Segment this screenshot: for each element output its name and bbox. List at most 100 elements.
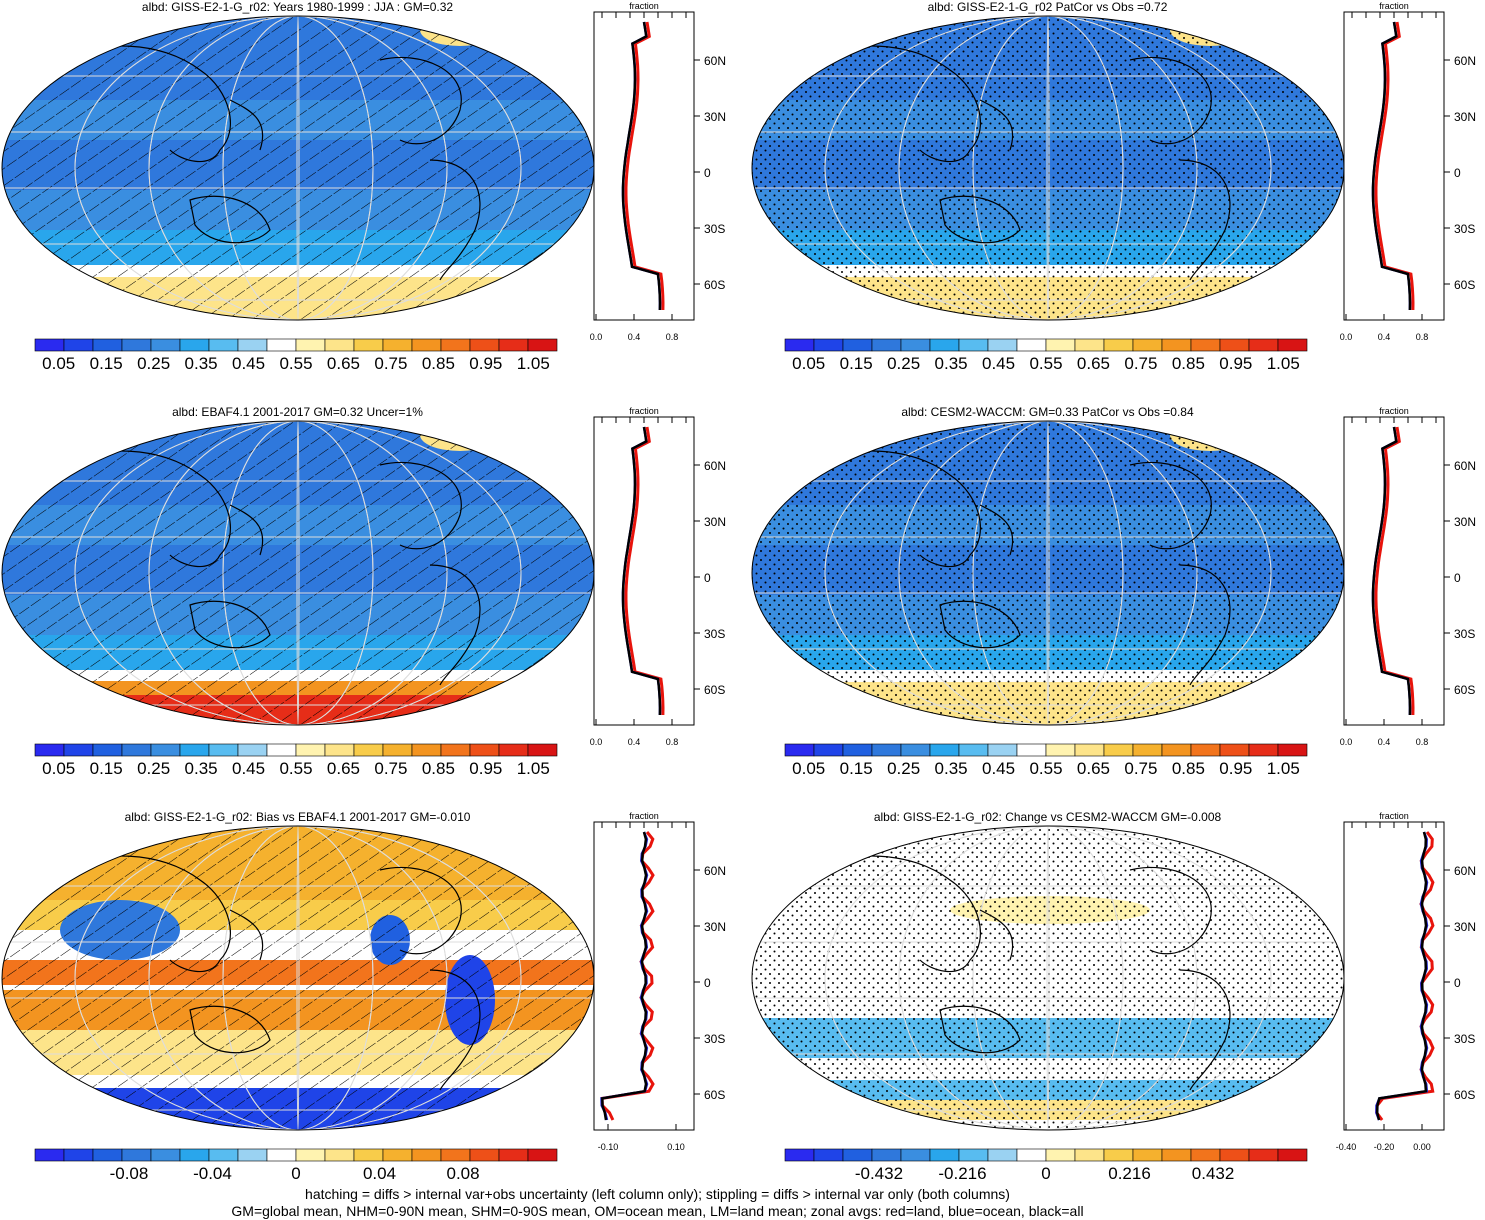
- footer-line-2: GM=global mean, NHM=0-90N mean, SHM=0-90…: [231, 1203, 1084, 1219]
- zonal-tick-label: 0.8: [666, 332, 679, 342]
- colorbar: -0.08 -0.04 0 0.04 0.08: [34, 1148, 558, 1183]
- colorbar-tick-label: 0.45: [982, 354, 1015, 373]
- footer-line-1: hatching = diffs > internal var+obs unce…: [305, 1186, 1010, 1202]
- zonal-tick-label: 0.0: [590, 737, 603, 747]
- map-field: [2, 16, 594, 320]
- latitude-tick-label: 30N: [1454, 110, 1476, 124]
- colorbar-tick-label: 0.08: [446, 1164, 479, 1183]
- colorbar-tick-label: 0.85: [1172, 354, 1205, 373]
- latitude-tick-label: 0: [704, 166, 711, 180]
- colorbar-tick-label: 0.25: [887, 759, 920, 778]
- panel-title: albd: EBAF4.1 2001-2017 GM=0.32 Uncer=1%: [172, 405, 423, 419]
- colorbar: 0.05 0.15 0.25 0.35 0.45 0.55 0.65 0.75 0.85 0.95…: [784, 743, 1308, 778]
- colorbar-tick-label: 0.55: [1029, 354, 1062, 373]
- zonal-tick-label: 0.4: [628, 737, 641, 747]
- panel-2: albd: GISS-E2-1-G_r02 PatCor vs Obs =0.7…: [750, 0, 1485, 385]
- map-field: [752, 826, 1344, 1130]
- panel-1: albd: GISS-E2-1-G_r02: Years 1980-1999 :…: [0, 0, 740, 385]
- colorbar-tick-label: 0.45: [232, 354, 265, 373]
- colorbar-tick-label: -0.04: [193, 1164, 232, 1183]
- latitude-tick-label: 60N: [704, 54, 726, 68]
- colorbar-tick-label: 0.95: [469, 759, 502, 778]
- colorbar-tick-label: 0.35: [935, 759, 968, 778]
- latitude-tick-label: 0: [1454, 976, 1461, 990]
- panel-graphics: 0.05 0.15 0.25 0.35 0.45 0.55 0.65 0.75 0.85 0.95…: [1, 406, 726, 778]
- colorbar-tick-label: 0.85: [1172, 759, 1205, 778]
- latitude-tick-label: 0: [704, 571, 711, 585]
- colorbar: 0.05 0.15 0.25 0.35 0.45 0.55 0.65 0.75 0.85 0.95…: [34, 743, 558, 778]
- panel-title: albd: GISS-E2-1-G_r02: Bias vs EBAF4.1 2…: [124, 810, 471, 824]
- zonal-axis-label: fraction: [1379, 406, 1409, 416]
- zonal-tick-label: 0.4: [1378, 737, 1391, 747]
- latitude-tick-label: 30N: [704, 110, 726, 124]
- latitude-tick-label: 60N: [704, 864, 726, 878]
- colorbar-tick-label: -0.432: [855, 1164, 903, 1183]
- colorbar-tick-label: 0.35: [185, 759, 218, 778]
- map-field: [752, 16, 1344, 320]
- panel-4: albd: CESM2-WACCM: GM=0.33 PatCor vs Obs…: [750, 405, 1485, 790]
- colorbar-tick-label: 0.35: [185, 354, 218, 373]
- colorbar-tick-label: 0.35: [935, 354, 968, 373]
- colorbar-tick-label: 0.25: [137, 354, 170, 373]
- latitude-tick-label: 60S: [704, 1088, 725, 1102]
- colorbar-tick-label: 0.05: [792, 354, 825, 373]
- colorbar-tick-label: 0.216: [1108, 1164, 1151, 1183]
- panel-title: albd: CESM2-WACCM: GM=0.33 PatCor vs Obs…: [901, 405, 1194, 419]
- colorbar-tick-label: 0.65: [327, 759, 360, 778]
- colorbar-tick-label: 0.45: [232, 759, 265, 778]
- zonal-axis-label: fraction: [629, 406, 659, 416]
- zonal-tick-label: 0.0: [590, 332, 603, 342]
- colorbar-tick-label: 0: [1041, 1164, 1050, 1183]
- colorbar-tick-label: 0.15: [840, 759, 873, 778]
- latitude-tick-label: 30N: [704, 920, 726, 934]
- colorbar-tick-label: 0.432: [1192, 1164, 1235, 1183]
- colorbar-tick-label: 1.05: [1267, 759, 1300, 778]
- colorbar-tick-label: 1.05: [517, 354, 550, 373]
- latitude-tick-label: 30N: [704, 515, 726, 529]
- panel-graphics: -0.432 -0.216 0 0.216 0.432 fraction 60N 30N 0 30…: [751, 811, 1476, 1183]
- colorbar-tick-label: 0.45: [982, 759, 1015, 778]
- zonal-axis-label: fraction: [1379, 811, 1409, 821]
- latitude-tick-label: 60S: [1454, 278, 1475, 292]
- zonal-plot: fraction 60N 30N 0 30S 60S 0.0 0.4 0.8: [1340, 1, 1476, 342]
- colorbar-tick-label: 0.75: [1124, 354, 1157, 373]
- zonal-axis-label: fraction: [629, 1, 659, 11]
- latitude-tick-label: 30S: [704, 222, 725, 236]
- panel-graphics: 0.05 0.15 0.25 0.35 0.45 0.55 0.65 0.75 0.85 0.95…: [751, 406, 1476, 778]
- colorbar-tick-label: 0.05: [42, 759, 75, 778]
- zonal-tick-label: -0.10: [598, 1142, 619, 1152]
- latitude-tick-label: 30N: [1454, 920, 1476, 934]
- zonal-plot: fraction 60N 30N 0 30S 60S 0.0 0.4 0.8: [590, 406, 726, 747]
- colorbar-tick-label: 0.04: [363, 1164, 396, 1183]
- colorbar: -0.432 -0.216 0 0.216 0.432: [784, 1148, 1308, 1183]
- zonal-axis-label: fraction: [629, 811, 659, 821]
- map-field: [2, 826, 594, 1130]
- colorbar-tick-label: 0.75: [1124, 759, 1157, 778]
- panel-graphics: 0.05 0.15 0.25 0.35 0.45 0.55 0.65 0.75 0.85 0.95…: [751, 1, 1476, 373]
- zonal-tick-label: -0.40: [1336, 1142, 1357, 1152]
- colorbar: 0.05 0.15 0.25 0.35 0.45 0.55 0.65 0.75 0.85 0.95…: [34, 338, 558, 373]
- zonal-tick-label: 0.0: [1340, 737, 1353, 747]
- panel-title: albd: GISS-E2-1-G_r02: Change vs CESM2-W…: [873, 810, 1222, 824]
- panel-3: albd: EBAF4.1 2001-2017 GM=0.32 Uncer=1%…: [0, 405, 740, 790]
- colorbar-tick-label: 0: [291, 1164, 300, 1183]
- zonal-plot: fraction 60N 30N 0 30S 60S -0.10 0.10: [593, 811, 726, 1152]
- colorbar-tick-label: 0.25: [137, 759, 170, 778]
- latitude-tick-label: 60S: [704, 278, 725, 292]
- latitude-tick-label: 30S: [1454, 222, 1475, 236]
- zonal-plot: fraction 60N 30N 0 30S 60S -0.40 -0.20 0.00: [1336, 811, 1476, 1152]
- zonal-tick-label: 0.0: [1340, 332, 1353, 342]
- latitude-tick-label: 30N: [1454, 515, 1476, 529]
- zonal-tick-label: -0.20: [1374, 1142, 1395, 1152]
- panel-5: albd: GISS-E2-1-G_r02: Bias vs EBAF4.1 2…: [0, 810, 740, 1195]
- zonal-plot: fraction 60N 30N 0 30S 60S 0.0 0.4 0.8: [590, 1, 726, 342]
- latitude-tick-label: 60N: [1454, 864, 1476, 878]
- panel-title: albd: GISS-E2-1-G_r02 PatCor vs Obs =0.7…: [927, 0, 1168, 14]
- colorbar-tick-label: 0.95: [469, 354, 502, 373]
- panel-6: albd: GISS-E2-1-G_r02: Change vs CESM2-W…: [750, 810, 1485, 1195]
- colorbar-tick-label: 0.95: [1219, 759, 1252, 778]
- latitude-tick-label: 30S: [1454, 627, 1475, 641]
- colorbar-tick-label: 0.55: [279, 759, 312, 778]
- latitude-tick-label: 60S: [704, 683, 725, 697]
- colorbar-tick-label: 0.05: [42, 354, 75, 373]
